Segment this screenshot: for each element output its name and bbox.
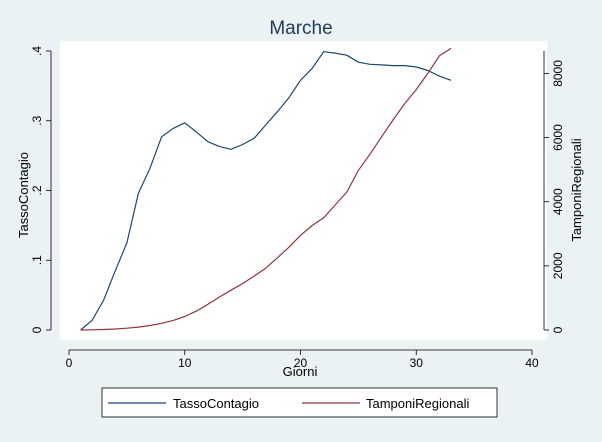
legend-label-tamponiregionali: TamponiRegionali	[366, 396, 469, 411]
y-left-tick-label: 0	[30, 326, 44, 333]
x-tick-label: 40	[525, 356, 539, 370]
x-axis-label: Giorni	[283, 364, 318, 379]
plot-area	[60, 41, 547, 340]
y-left-tick-label: .3	[30, 115, 44, 125]
y-left-tick-label: .1	[30, 255, 44, 265]
legend-label-tassocontagio: TassoContagio	[173, 396, 259, 411]
x-tick-label: 20	[294, 356, 308, 370]
y-right-tick-label: 2000	[551, 252, 565, 279]
legend-box	[101, 387, 498, 418]
x-tick-label: 0	[66, 356, 73, 370]
x-tick-label: 10	[178, 356, 192, 370]
y-left-tick-label: .4	[30, 46, 44, 56]
y-axis-label-right: TamponiRegionali	[569, 138, 584, 241]
series-line-tamponiregionali	[80, 47, 452, 331]
y-right-tick-label: 8000	[551, 60, 565, 87]
chart-title: Marche	[269, 18, 332, 39]
series-layer	[80, 47, 452, 331]
y-axis-label-left: TassoContagio	[16, 152, 31, 238]
x-tick-label: 30	[410, 356, 424, 370]
y-right-tick-label: 6000	[551, 124, 565, 151]
series-line-tassocontagio	[80, 51, 452, 331]
y-left-tick-label: .2	[30, 185, 44, 195]
axes-layer: 0 10 20 30 40 0 .1 .2 .3 .4 0 2000 4000 6000 8000	[30, 46, 565, 370]
y-right-tick-label: 4000	[551, 188, 565, 215]
legend: TassoContagio TamponiRegionali	[101, 387, 498, 418]
y-right-tick-label: 0	[551, 326, 565, 333]
